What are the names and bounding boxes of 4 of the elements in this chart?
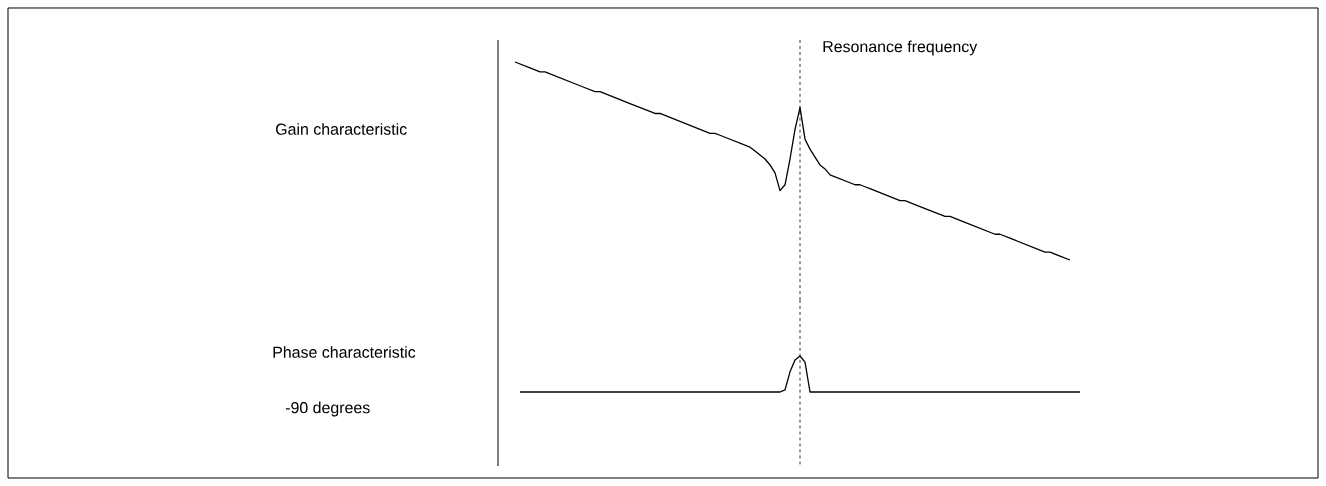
text: Resonance frequency — [823, 40, 978, 56]
y-axis-title: Phase characteristic — [273, 346, 416, 358]
y-axis-title: Gain characteristic — [276, 123, 407, 135]
text: -90 degrees — [285, 401, 370, 417]
